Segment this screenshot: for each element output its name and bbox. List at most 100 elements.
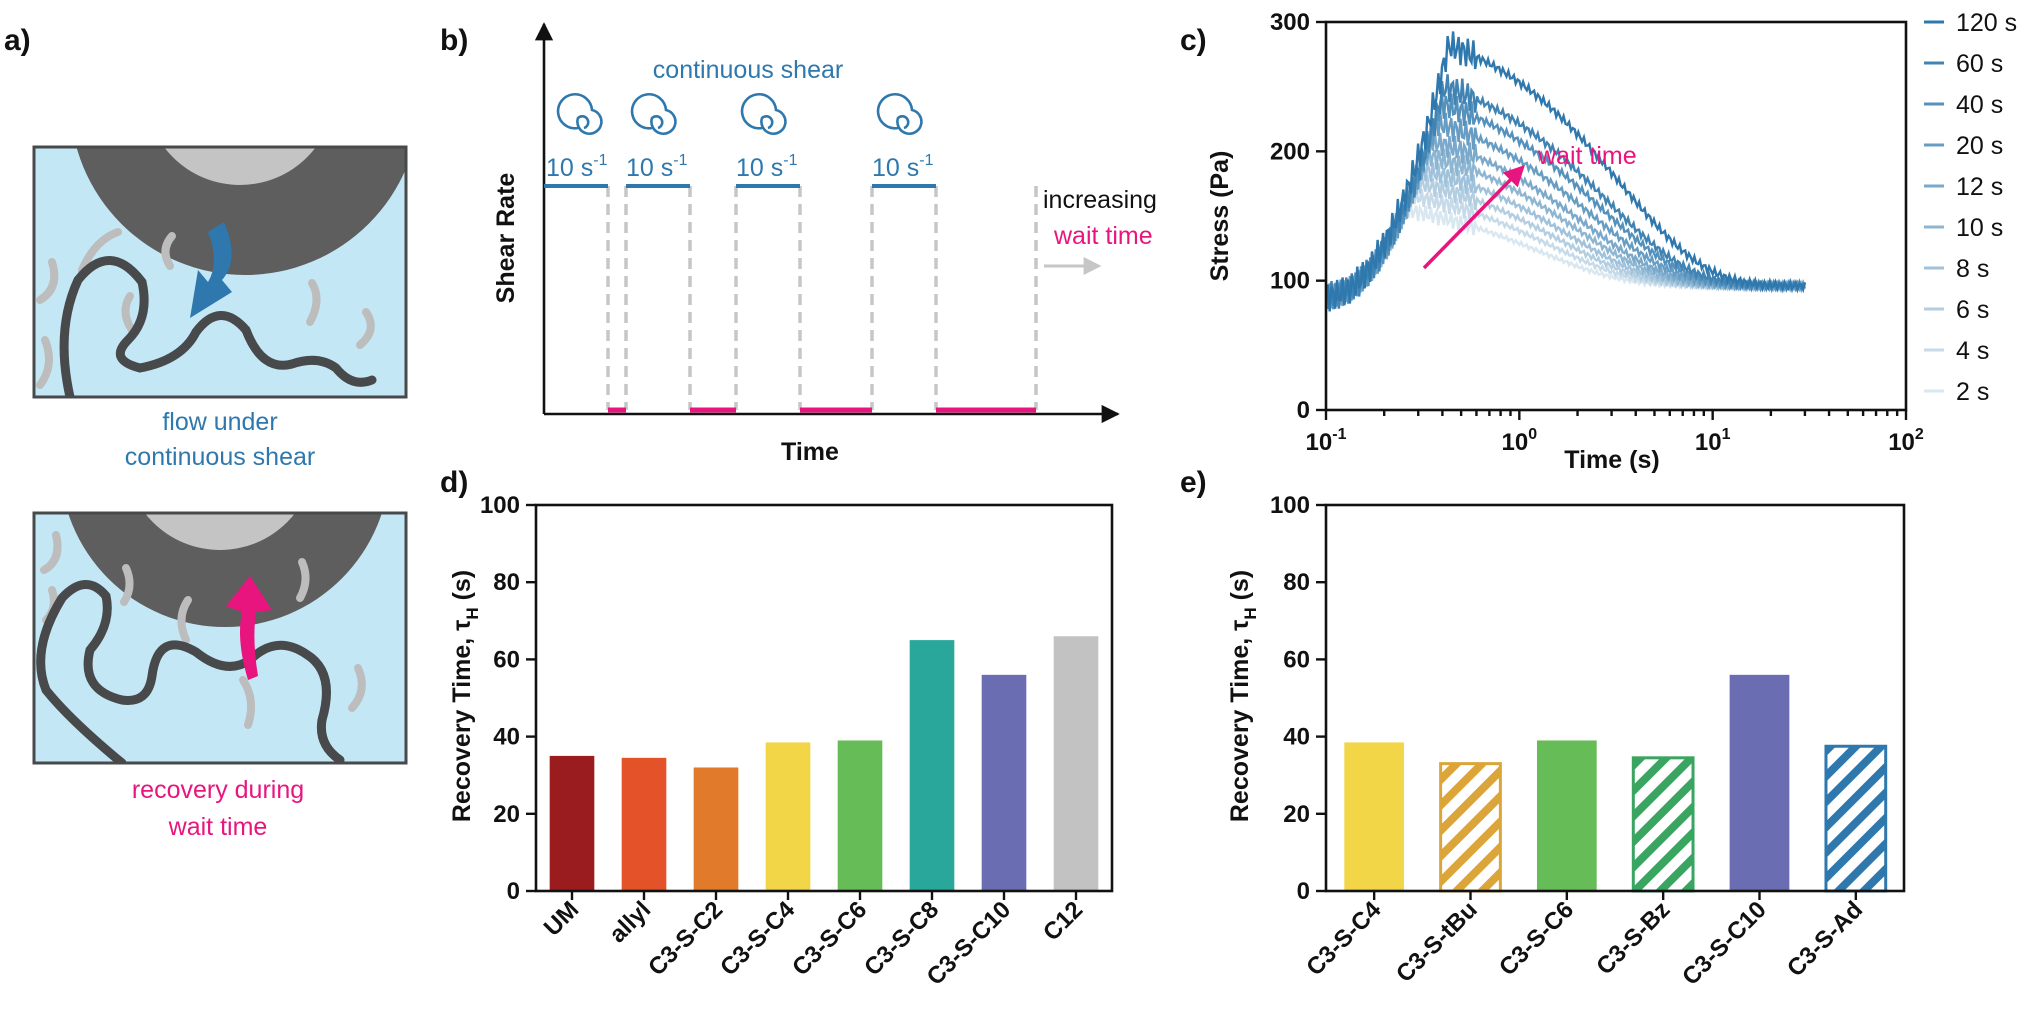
panel-label-d: d) (440, 466, 468, 499)
y-tick-label: 40 (1283, 724, 1310, 751)
series-line-120s (1326, 31, 1807, 312)
x-tick-label: 10-1 (1306, 426, 1347, 456)
bar-C3-S-Ad (1824, 744, 1888, 893)
y-tick-label: 100 (1270, 268, 1310, 295)
x-tick-label: C3-S-C10 (1677, 896, 1772, 991)
bar-C3-S-Bz (1631, 756, 1695, 893)
y-tick-label: 40 (493, 724, 520, 751)
cylinder-highlight-bottom (144, 513, 296, 550)
side-chains-bottom (40, 531, 366, 729)
rate-label: 10 s-1 (872, 152, 934, 182)
caption-flow-line2: continuous shear (125, 443, 315, 471)
y-tick-label: 200 (1270, 138, 1310, 165)
legend-label: 2 s (1956, 378, 1989, 406)
y-tick-label: 20 (493, 801, 520, 828)
y-tick-label: 300 (1270, 9, 1310, 36)
bar-C3-S-C4 (1344, 742, 1405, 891)
stress-chart: Stress (Pa) Time (s) 0 100 200 300 10-1 100 10… (1206, 9, 2017, 474)
stress-plot-frame (1324, 20, 1908, 412)
legend-label: 20 s (1956, 132, 2003, 160)
rotation-icon (630, 93, 677, 136)
legend-label: 40 s (1956, 91, 2003, 119)
caption-recovery-line2: wait time (168, 813, 268, 841)
fluid-box-border-top (32, 145, 408, 399)
wait-time-arrow-icon (1422, 165, 1525, 270)
legend-label: 120 s (1956, 9, 2017, 37)
panel-label-b: b) (440, 24, 468, 57)
caption-recovery-line1: recovery during (132, 776, 304, 804)
y-tick-label: 100 (480, 492, 520, 519)
y-tick-label: 20 (1283, 801, 1310, 828)
rheometer-cylinder-top (76, 147, 406, 275)
recovery-arrow-icon (226, 576, 272, 680)
bar-C3-S-C6 (1536, 740, 1597, 891)
schematic-recovery: recovery during wait time (32, 511, 408, 841)
cylinder-highlight-top (164, 147, 316, 185)
legend-label: 60 s (1956, 50, 2003, 78)
schematic-flow: flow under continuous shear (32, 145, 408, 471)
x-tick-label: C3-S-tBu (1391, 896, 1483, 988)
bar-C3-S-C4 (765, 742, 811, 891)
legend-label: 6 s (1956, 296, 1989, 324)
bar-C3-S-C2 (693, 767, 739, 891)
panel-label-c: c) (1180, 24, 1207, 57)
protocol-x-label: Time (781, 438, 839, 466)
bar-C3-S-tBu (1439, 762, 1502, 893)
recovery-y-label-d: Recovery Time, τH (s) (448, 570, 482, 822)
protocol-dashed-lines (606, 186, 1038, 410)
increasing-label: increasing (1043, 186, 1157, 214)
y-tick-label: 0 (507, 878, 520, 905)
bar-C3-S-C8 (909, 640, 955, 891)
x-tick-label: UM (539, 896, 584, 941)
x-tick-label: C3-S-C6 (1494, 896, 1579, 981)
x-tick-label: 102 (1888, 426, 1924, 456)
bar-allyl (621, 757, 667, 891)
side-chains-top (36, 228, 375, 389)
x-tick-label: 100 (1502, 426, 1538, 456)
fluid-box-border-bottom (32, 511, 408, 765)
x-tick-label: C3-S-Bz (1591, 896, 1675, 980)
y-tick-label: 0 (1297, 397, 1310, 424)
x-tick-label: 101 (1695, 426, 1731, 456)
recovery-chart-e: Recovery Time, τH (s) 0 20 40 60 80 100 C3-S-C… (1226, 492, 1906, 991)
bar-C3-S-C10 (1729, 674, 1790, 891)
recovery-plot-frame-d (534, 503, 1114, 893)
protocol-diagram: Shear Rate Time continuous shear (492, 22, 1157, 466)
x-tick-label: C3-S-C4 (715, 896, 801, 982)
y-tick-label: 60 (1283, 646, 1310, 673)
y-tick-label: 80 (1283, 569, 1310, 596)
x-tick-label: C3-S-C4 (1301, 896, 1387, 982)
rotation-icon (740, 93, 787, 136)
x-tick-label: allyl (604, 896, 656, 948)
y-tick-label: 100 (1270, 492, 1310, 519)
panel-label-a: a) (4, 24, 31, 57)
x-tick-label: C3-S-C2 (643, 896, 728, 981)
rate-label: 10 s-1 (626, 152, 688, 182)
bar-C12 (1053, 636, 1099, 891)
legend-label: 12 s (1956, 173, 2003, 201)
rotation-icon (876, 93, 923, 136)
rotation-icons (556, 93, 923, 136)
stress-x-label: Time (s) (1564, 446, 1659, 474)
panel-label-e: e) (1180, 466, 1207, 499)
protocol-title: continuous shear (653, 56, 843, 84)
x-tick-label: C3-S-Ad (1782, 896, 1868, 982)
bar-C3-S-C10 (981, 674, 1027, 891)
rate-label: 10 s-1 (546, 152, 608, 182)
protocol-y-label: Shear Rate (492, 173, 520, 304)
wait-time-label: wait time (1053, 222, 1153, 250)
recovery-y-label-e: Recovery Time, τH (s) (1226, 570, 1260, 822)
legend-label: 4 s (1956, 337, 1989, 365)
polymer-chain-top (59, 256, 377, 397)
stress-y-label: Stress (Pa) (1206, 151, 1234, 282)
flow-arrow-icon (190, 222, 232, 318)
polymer-chain-bottom (36, 580, 345, 763)
recovery-plot-frame-e (1324, 503, 1906, 893)
legend-label: 8 s (1956, 255, 1989, 283)
y-tick-label: 60 (493, 646, 520, 673)
x-tick-label: C3-S-C6 (787, 896, 872, 981)
y-tick-label: 80 (493, 569, 520, 596)
y-tick-label: 0 (1297, 878, 1310, 905)
bar-UM (549, 755, 595, 891)
bar-C3-S-C6 (837, 740, 883, 891)
